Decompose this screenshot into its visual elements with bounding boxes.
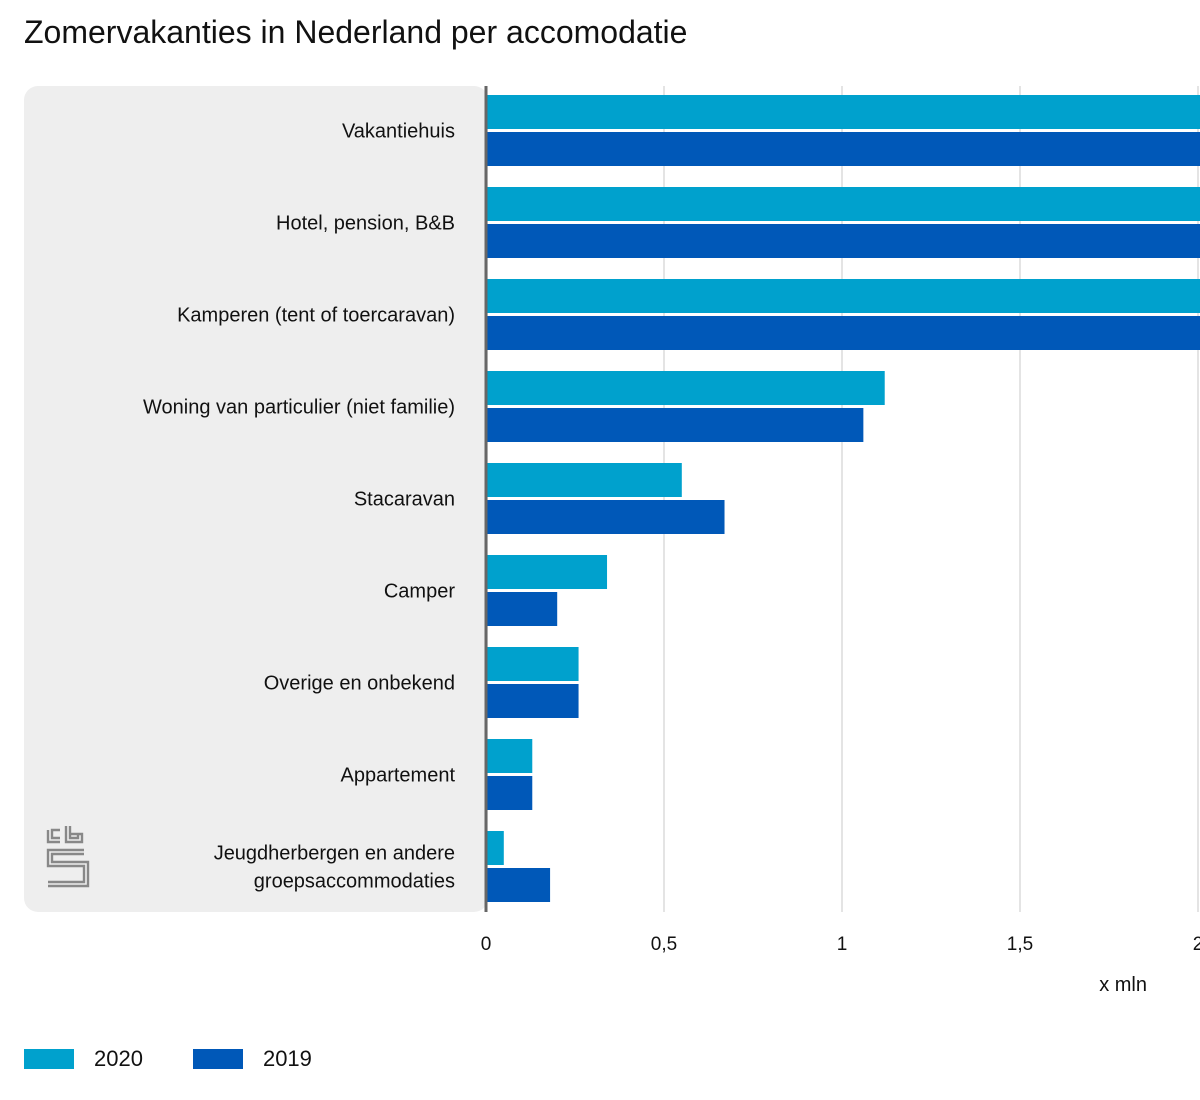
category-label-line: Overige en onbekend (264, 673, 455, 695)
category-label-4: Stacaravan (354, 489, 455, 511)
category-label-5: Camper (384, 581, 455, 603)
chart-title: Zomervakanties in Nederland per accomoda… (24, 14, 688, 50)
category-label-line: Hotel, pension, B&B (276, 213, 455, 235)
bar-2019-5 (486, 592, 558, 626)
cbs-logo-c-inner (50, 828, 60, 840)
category-label-line: Jeugdherbergen en andere (214, 843, 455, 865)
bar-2020-8 (486, 831, 504, 865)
cbs-logo-b-inner (68, 826, 80, 840)
cbs-logo-c (46, 830, 60, 844)
bar-2020-5 (486, 555, 608, 589)
category-label-0: Vakantiehuis (342, 121, 455, 143)
category-label-6: Overige en onbekend (264, 673, 455, 695)
category-label-7: Appartement (340, 765, 455, 787)
category-label-8: Jeugdherbergen en andere groepsaccommodat… (214, 843, 455, 893)
legend-label-2019: 2019 (262, 1046, 312, 1071)
bar-2020-0 (486, 95, 1200, 129)
bar-2020-4 (486, 463, 682, 497)
legend: 2020 2019 (24, 1046, 362, 1072)
bar-2020-1 (486, 187, 1200, 221)
bar-2020-3 (486, 371, 885, 405)
legend-swatch-2020 (24, 1049, 74, 1069)
bar-2019-6 (486, 684, 579, 718)
legend-label-2020: 2020 (94, 1046, 143, 1071)
bar-2020-7 (486, 739, 533, 773)
cbs-logo-icon (46, 826, 90, 888)
legend-item-2020: 2020 (24, 1046, 143, 1072)
legend-swatch-2019 (192, 1049, 243, 1069)
category-label-line: Stacaravan (354, 489, 455, 511)
bar-2020-2 (486, 279, 1200, 313)
x-tick-label-2: 1 (837, 934, 848, 955)
bar-2019-4 (486, 500, 725, 534)
bar-2020-6 (486, 647, 579, 681)
category-label-3: Woning van particulier (niet familie) (143, 397, 455, 419)
x-tick-label-1: 0,5 (651, 934, 677, 955)
cbs-logo-s (46, 848, 86, 884)
x-tick-label-4: 2 (1193, 934, 1200, 955)
category-panel (24, 86, 488, 912)
bar-2019-8 (486, 868, 551, 902)
x-axis-unit-label: x mln (1099, 974, 1147, 996)
category-label-line: Vakantiehuis (342, 121, 455, 143)
cbs-logo-s-inner (48, 852, 90, 888)
legend-item-2019: 2019 (192, 1046, 312, 1072)
bar-2019-7 (486, 776, 533, 810)
category-label-line: Appartement (340, 765, 455, 787)
x-tick-label-3: 1,5 (1007, 934, 1033, 955)
category-label-line: Camper (384, 581, 455, 603)
category-label-2: Kamperen (tent of toercaravan) (177, 305, 455, 327)
x-tick-label-0: 0 (481, 934, 492, 955)
bar-2019-0 (486, 132, 1200, 166)
category-label-line: groepsaccommodaties (254, 871, 455, 893)
category-label-line: Kamperen (tent of toercaravan) (177, 305, 455, 327)
category-label-line: Woning van particulier (niet familie) (143, 397, 455, 419)
bar-chart: Vakantiehuis Hotel, pension, B&B Kamperen … (24, 86, 1200, 996)
bar-2019-2 (486, 316, 1200, 350)
bar-2019-3 (486, 408, 864, 442)
category-label-1: Hotel, pension, B&B (276, 213, 455, 235)
bar-2019-1 (486, 224, 1200, 258)
cbs-logo-shape (46, 826, 90, 888)
